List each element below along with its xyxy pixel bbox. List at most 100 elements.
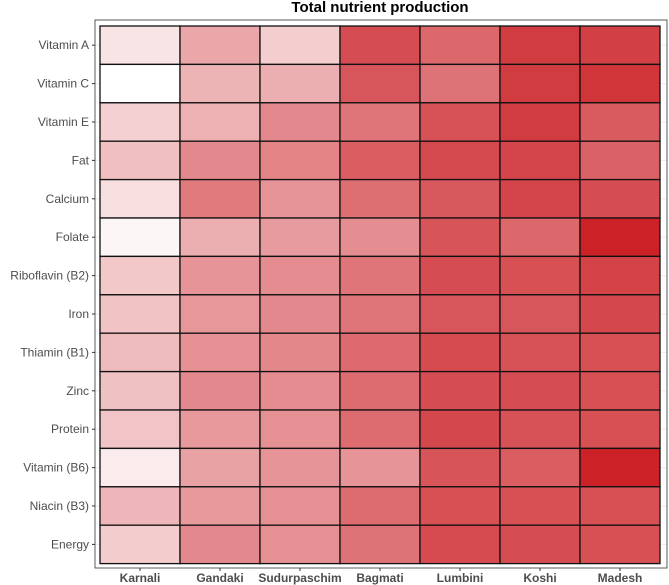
heatmap-cell xyxy=(179,524,261,565)
y-axis-labels: Vitamin A Vitamin C Vitamin E Fat Calcium Fol… xyxy=(10,38,95,551)
heatmap-cell xyxy=(339,178,421,219)
heatmap-cell xyxy=(99,63,181,104)
heatmap-cell xyxy=(179,63,261,104)
x-tick-label: Sudurpaschim xyxy=(258,571,341,585)
heatmap-cell xyxy=(99,409,181,450)
heatmap-cell xyxy=(259,63,341,104)
heatmap-cell xyxy=(259,140,341,181)
heatmap-cell xyxy=(259,370,341,411)
heatmap-cell xyxy=(579,294,661,334)
heatmap-cell xyxy=(579,255,661,296)
heatmap-cell xyxy=(499,294,581,334)
heatmap-cell xyxy=(579,486,661,526)
heatmap-cell xyxy=(579,409,661,450)
chart-title: Total nutrient production xyxy=(291,0,468,16)
heatmap-cell xyxy=(419,217,501,258)
y-tick-label: Fat xyxy=(72,153,90,167)
heatmap-cell xyxy=(99,25,181,66)
heatmap-cells xyxy=(99,25,661,565)
heatmap-cell xyxy=(419,63,501,104)
x-tick-label: Gandaki xyxy=(196,571,243,585)
x-tick-label: Madesh xyxy=(598,571,643,585)
heatmap-cell xyxy=(499,332,581,373)
heatmap-cell xyxy=(259,524,341,565)
heatmap-cell xyxy=(499,486,581,526)
heatmap-cell xyxy=(259,409,341,450)
heatmap-cell xyxy=(99,140,181,181)
heatmap-cell xyxy=(339,332,421,373)
y-tick-label: Vitamin (B6) xyxy=(23,461,89,475)
heatmap-cell xyxy=(339,140,421,181)
heatmap-cell xyxy=(339,255,421,296)
heatmap-cell xyxy=(259,217,341,258)
heatmap-cell xyxy=(579,102,661,142)
y-tick-label: Zinc xyxy=(66,384,89,398)
heatmap-cell xyxy=(499,370,581,411)
heatmap-cell xyxy=(579,332,661,373)
heatmap-cell xyxy=(419,294,501,334)
heatmap-cell xyxy=(99,486,181,526)
heatmap-cell xyxy=(179,370,261,411)
heatmap-cell xyxy=(259,255,341,296)
heatmap-cell xyxy=(419,524,501,565)
y-tick-label: Thiamin (B1) xyxy=(20,345,89,359)
heatmap-cell xyxy=(259,102,341,142)
heatmap-cell xyxy=(499,255,581,296)
y-tick-label: Calcium xyxy=(46,192,89,206)
y-tick-label: Vitamin E xyxy=(38,115,89,129)
heatmap-cell xyxy=(179,447,261,488)
x-axis-labels: Karnali Gandaki Sudurpaschim Bagmati Lumbini… xyxy=(120,568,643,585)
x-tick-label: Koshi xyxy=(523,571,556,585)
heatmap-cell xyxy=(579,370,661,411)
y-tick-label: Vitamin A xyxy=(39,38,89,52)
y-tick-label: Folate xyxy=(56,230,90,244)
heatmap-cell xyxy=(179,486,261,526)
heatmap-cell xyxy=(419,140,501,181)
heatmap-cell xyxy=(259,294,341,334)
heatmap-cell xyxy=(499,140,581,181)
heatmap-cell xyxy=(419,409,501,450)
heatmap-cell xyxy=(419,178,501,219)
x-tick-label: Karnali xyxy=(120,571,161,585)
heatmap-cell xyxy=(179,294,261,334)
heatmap-cell xyxy=(499,447,581,488)
heatmap-cell xyxy=(259,25,341,66)
heatmap-cell xyxy=(179,409,261,450)
heatmap-cell xyxy=(499,217,581,258)
y-tick-label: Niacin (B3) xyxy=(30,499,89,513)
heatmap-cell xyxy=(419,255,501,296)
y-tick-label: Iron xyxy=(68,307,89,321)
x-tick-label: Lumbini xyxy=(437,571,484,585)
heatmap-cell xyxy=(259,178,341,219)
heatmap-cell xyxy=(99,217,181,258)
heatmap-cell xyxy=(579,447,661,488)
heatmap-cell xyxy=(419,102,501,142)
heatmap-cell xyxy=(419,447,501,488)
heatmap-cell xyxy=(99,102,181,142)
heatmap-cell xyxy=(579,25,661,66)
heatmap-cell xyxy=(579,217,661,258)
heatmap-cell xyxy=(339,294,421,334)
heatmap-cell xyxy=(579,524,661,565)
y-tick-label: Riboflavin (B2) xyxy=(10,269,89,283)
heatmap-cell xyxy=(339,524,421,565)
heatmap-cell xyxy=(99,294,181,334)
heatmap-cell xyxy=(339,486,421,526)
heatmap-cell xyxy=(99,332,181,373)
panel-border xyxy=(94,19,668,569)
heatmap-cell xyxy=(259,332,341,373)
heatmap-cell xyxy=(339,447,421,488)
heatmap-cell xyxy=(339,409,421,450)
heatmap-cell xyxy=(419,25,501,66)
heatmap-cell xyxy=(179,217,261,258)
heatmap-cell xyxy=(339,102,421,142)
heatmap-cell xyxy=(579,140,661,181)
heatmap-cell xyxy=(499,63,581,104)
heatmap-cell xyxy=(499,178,581,219)
heatmap-cell xyxy=(499,102,581,142)
heatmap-cell xyxy=(499,524,581,565)
heatmap-cell xyxy=(579,178,661,219)
y-tick-label: Protein xyxy=(51,422,89,436)
heatmap-cell xyxy=(499,409,581,450)
heatmap-cell xyxy=(179,102,261,142)
